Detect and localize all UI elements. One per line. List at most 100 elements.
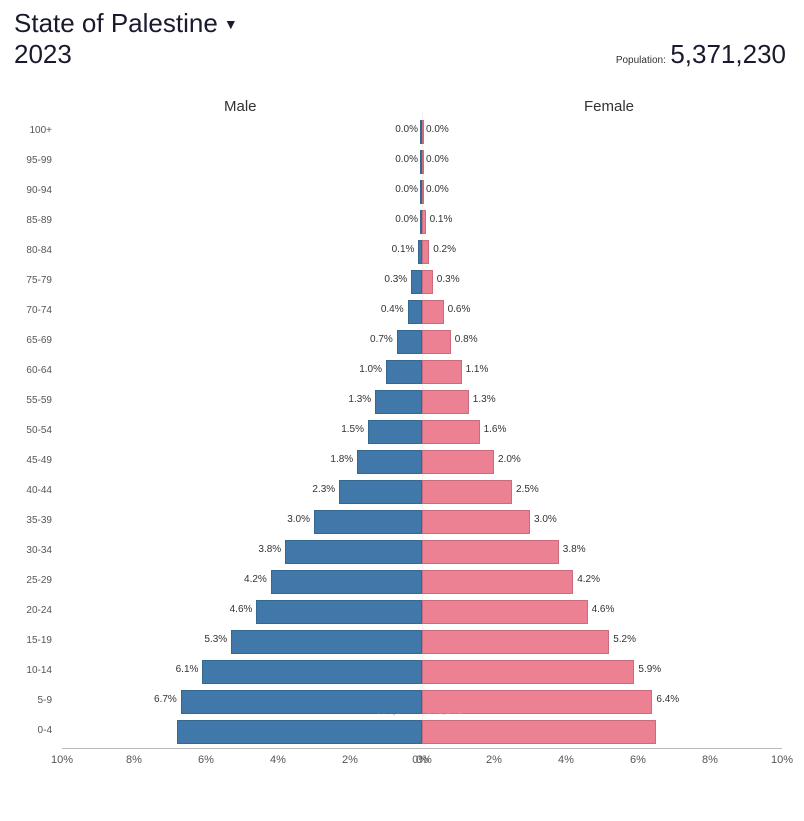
male-bar[interactable] bbox=[397, 330, 422, 354]
female-pct-label: 5.9% bbox=[638, 664, 661, 675]
pyramid-row: 6.7%6.4% bbox=[62, 688, 782, 716]
pyramid-row: 5.3% 5.2% bbox=[62, 628, 782, 656]
female-bar[interactable] bbox=[422, 480, 512, 504]
female-pct-label: 2.5% bbox=[516, 484, 539, 495]
male-bar[interactable] bbox=[202, 660, 422, 684]
x-axis-label: 6% bbox=[630, 754, 646, 782]
male-bar[interactable] bbox=[368, 420, 422, 444]
header: State of Palestine ▼ 2023 Population: 5,… bbox=[0, 0, 804, 74]
female-bar[interactable] bbox=[422, 540, 559, 564]
female-pct-label: 3.8% bbox=[563, 544, 586, 555]
female-bar[interactable] bbox=[422, 360, 462, 384]
y-axis-label: 5-9 bbox=[16, 695, 52, 706]
y-axis-label: 30-34 bbox=[16, 545, 52, 556]
male-series-label: Male bbox=[224, 98, 257, 115]
female-bar[interactable] bbox=[422, 300, 444, 324]
male-pct-label: 5.3% bbox=[204, 634, 227, 645]
chevron-down-icon: ▼ bbox=[224, 16, 238, 32]
x-axis-label: 6% bbox=[198, 754, 214, 782]
population-label: Population: bbox=[616, 55, 666, 66]
female-pct-label: 1.6% bbox=[484, 424, 507, 435]
pyramid-row: 3.8%3.8% bbox=[62, 538, 782, 566]
male-bar[interactable] bbox=[271, 570, 422, 594]
male-pct-label: 2.3% bbox=[312, 484, 335, 495]
female-pct-label: 0.0% bbox=[426, 124, 449, 135]
pyramid-row: 0.4% 0.6% bbox=[62, 298, 782, 326]
female-bar[interactable] bbox=[422, 570, 573, 594]
male-pct-label: 0.0% bbox=[395, 214, 418, 225]
female-pct-label: 4.6% bbox=[592, 604, 615, 615]
male-bar[interactable] bbox=[408, 300, 422, 324]
female-pct-label: 0.3% bbox=[437, 274, 460, 285]
female-bar[interactable] bbox=[422, 210, 426, 234]
male-pct-label: 1.8% bbox=[330, 454, 353, 465]
y-axis-label: 60-64 bbox=[16, 365, 52, 376]
female-bar[interactable] bbox=[422, 150, 424, 174]
x-axis-label: 4% bbox=[270, 754, 286, 782]
base-male-value: 364,974 bbox=[376, 706, 412, 756]
female-bar[interactable] bbox=[422, 450, 494, 474]
female-pct-label: 0.6% bbox=[448, 304, 471, 315]
female-bar[interactable] bbox=[422, 240, 429, 264]
country-selector[interactable]: State of Palestine ▼ bbox=[14, 8, 238, 39]
female-pct-label: 6.4% bbox=[656, 694, 679, 705]
female-pct-label: 3.0% bbox=[534, 514, 557, 525]
male-bar[interactable] bbox=[256, 600, 422, 624]
y-axis-label: 65-69 bbox=[16, 335, 52, 346]
male-pct-label: 0.4% bbox=[381, 304, 404, 315]
y-axis-label: 45-49 bbox=[16, 455, 52, 466]
male-pct-label: 0.0% bbox=[395, 184, 418, 195]
pyramid-row: 4.2% 4.2% bbox=[62, 568, 782, 596]
male-bar[interactable] bbox=[411, 270, 422, 294]
male-bar[interactable] bbox=[231, 630, 422, 654]
female-bar[interactable] bbox=[422, 660, 634, 684]
male-bar[interactable] bbox=[285, 540, 422, 564]
female-bar[interactable] bbox=[422, 120, 424, 144]
y-axis-label: 50-54 bbox=[16, 425, 52, 436]
male-bar[interactable] bbox=[375, 390, 422, 414]
male-pct-label: 0.7% bbox=[370, 334, 393, 345]
female-pct-label: 0.0% bbox=[426, 184, 449, 195]
female-bar[interactable] bbox=[422, 630, 609, 654]
y-axis-label: 70-74 bbox=[16, 305, 52, 316]
pyramid-row: 6.1%5.9% bbox=[62, 658, 782, 686]
female-pct-label: 0.1% bbox=[430, 214, 453, 225]
pyramid-row: 1.8% 2.0% bbox=[62, 448, 782, 476]
x-axis-label: 0% bbox=[416, 754, 432, 782]
x-axis-label: 10% bbox=[771, 754, 793, 782]
pyramid-row: 4.6% 4.6% bbox=[62, 598, 782, 626]
female-pct-label: 1.3% bbox=[473, 394, 496, 405]
female-pct-label: 2.0% bbox=[498, 454, 521, 465]
male-pct-label: 3.0% bbox=[287, 514, 310, 525]
male-bar[interactable] bbox=[357, 450, 422, 474]
female-bar[interactable] bbox=[422, 600, 588, 624]
pyramid-row: 0.0% 0.0% bbox=[62, 118, 782, 146]
pyramid-row bbox=[62, 718, 782, 746]
female-pct-label: 4.2% bbox=[577, 574, 600, 585]
female-bar[interactable] bbox=[422, 390, 469, 414]
y-axis-label: 80-84 bbox=[16, 245, 52, 256]
female-pct-label: 5.2% bbox=[613, 634, 636, 645]
x-axis-label: 2% bbox=[486, 754, 502, 782]
male-bar[interactable] bbox=[386, 360, 422, 384]
female-bar[interactable] bbox=[422, 330, 451, 354]
male-pct-label: 4.2% bbox=[244, 574, 267, 585]
y-axis-label: 85-89 bbox=[16, 215, 52, 226]
pyramid-row: 3.0% 3.0% bbox=[62, 508, 782, 536]
female-bar[interactable] bbox=[422, 180, 424, 204]
y-axis-label: 20-24 bbox=[16, 605, 52, 616]
pyramid-row: 1.0%1.1% bbox=[62, 358, 782, 386]
pyramid-row: 0.1%0.2% bbox=[62, 238, 782, 266]
pyramid-row: 0.0%0.0% bbox=[62, 148, 782, 176]
male-bar[interactable] bbox=[339, 480, 422, 504]
male-bar[interactable] bbox=[314, 510, 422, 534]
male-pct-label: 4.6% bbox=[230, 604, 253, 615]
female-bar[interactable] bbox=[422, 270, 433, 294]
female-bar[interactable] bbox=[422, 510, 530, 534]
x-axis-label: 8% bbox=[702, 754, 718, 782]
male-pct-label: 0.0% bbox=[395, 124, 418, 135]
title-block: State of Palestine ▼ 2023 bbox=[14, 8, 238, 70]
female-pct-label: 1.1% bbox=[466, 364, 489, 375]
y-axis-label: 10-14 bbox=[16, 665, 52, 676]
female-bar[interactable] bbox=[422, 420, 480, 444]
